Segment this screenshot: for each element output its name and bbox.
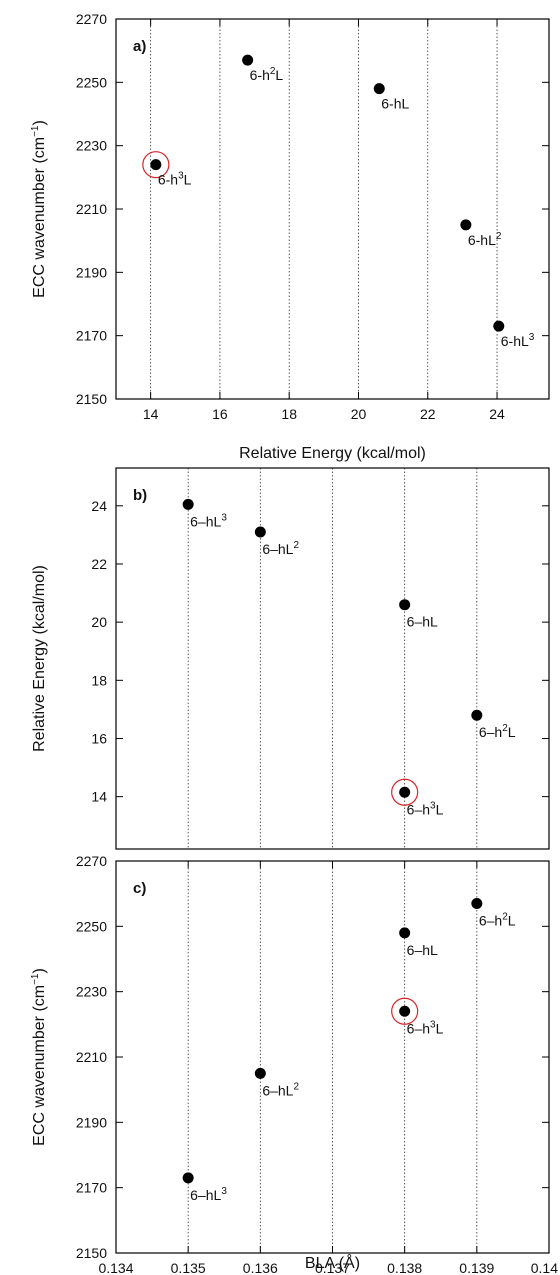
x-tick-label: 18 (281, 406, 297, 422)
data-point-label: 6–h3L (407, 1019, 444, 1036)
x-tick-label: 0.134 (98, 1260, 133, 1275)
y-axis-label-group: ECC wavenumber (cm−1) (30, 120, 48, 298)
y-tick-label: 2150 (76, 1245, 107, 1261)
highlight-circle (142, 151, 170, 179)
data-point-label: 6–h3L (407, 800, 444, 817)
y-tick-label: 22 (91, 556, 107, 572)
highlight-circle (391, 778, 419, 806)
y-axis-label: Relative Energy (kcal/mol) (31, 565, 48, 752)
data-point-label: 6–hL2 (262, 540, 299, 557)
x-axis-label: BLA (Å) (305, 1253, 360, 1272)
data-point-label: 6–hL3 (190, 1186, 227, 1203)
data-point (399, 927, 411, 939)
y-tick-label: 2210 (76, 201, 107, 217)
data-point-label: 6–h2L (479, 723, 516, 740)
y-tick-label: 2190 (76, 264, 107, 280)
chart-panel-2: 14 16 18 20 22 24 b) Relative Energy (kcal/mol)… (31, 467, 550, 850)
plot-frame (115, 467, 550, 850)
y-axis-label: ECC wavenumber (cm−1) (30, 120, 48, 298)
data-point-label: 6–hL3 (190, 512, 227, 529)
panel-label: a) (133, 38, 146, 55)
x-tick-label: 22 (420, 406, 436, 422)
y-axis-label-group: ECC wavenumber (cm−1) (30, 968, 48, 1146)
x-tick-label: 0.138 (387, 1260, 422, 1275)
y-tick-label: 2150 (76, 391, 107, 407)
data-point-label: 6-h2L (250, 66, 284, 83)
data-point (373, 83, 385, 95)
data-point (399, 786, 411, 798)
highlight-circle (391, 997, 419, 1025)
data-point (471, 897, 483, 909)
data-point (254, 526, 266, 538)
x-tick-label: 0.137 (315, 1260, 350, 1275)
y-tick-label: 2250 (76, 74, 107, 90)
y-tick-label: 2170 (76, 328, 107, 344)
data-point-label: 6–hL (407, 942, 438, 958)
y-tick-label: 2250 (76, 918, 107, 934)
y-tick-label: 2190 (76, 1114, 107, 1130)
data-point-label: 6-h3L (158, 171, 192, 188)
data-point (460, 219, 472, 231)
y-tick-label: 20 (91, 614, 107, 630)
plot-frame (115, 18, 550, 400)
data-point (182, 1172, 194, 1184)
x-tick-label: 24 (489, 406, 505, 422)
y-axis-label-group: Relative Energy (kcal/mol) (31, 565, 48, 752)
y-tick-label: 2230 (76, 984, 107, 1000)
data-point (182, 498, 194, 510)
x-tick-label: 0.136 (243, 1260, 278, 1275)
x-tick-label: 16 (212, 406, 228, 422)
data-point-label: 6–hL (407, 614, 438, 630)
y-tick-label: 18 (91, 672, 107, 688)
data-point (254, 1067, 266, 1079)
chart-panel-1: 2150 2170 2190 2210 2230 2250 2270 14 16 18 20 22 24… (30, 11, 550, 462)
y-tick-label: 2210 (76, 1049, 107, 1065)
data-point (242, 54, 254, 66)
panel-label: b) (133, 487, 147, 504)
y-tick-label: 2270 (76, 853, 107, 869)
data-point (399, 1005, 411, 1017)
data-point-label: 6–h2L (479, 911, 516, 928)
x-tick-label: 20 (351, 406, 367, 422)
y-tick-label: 24 (91, 498, 107, 514)
x-axis-label: Relative Energy (kcal/mol) (239, 445, 426, 462)
data-point (471, 709, 483, 721)
data-point-label: 6-hL3 (501, 332, 535, 349)
x-tick-label: 0.139 (459, 1260, 494, 1275)
data-point (399, 599, 411, 611)
chart-panel-3: 2150 2170 2190 2210 2230 2250 2270 0.134 0.135 0.… (30, 853, 558, 1275)
y-tick-label: 14 (91, 789, 107, 805)
x-tick-label: 0.135 (171, 1260, 206, 1275)
y-tick-label: 2170 (76, 1180, 107, 1196)
data-point-label: 6–hL2 (262, 1081, 299, 1098)
data-point (150, 159, 162, 171)
panel-label: c) (133, 880, 146, 897)
x-tick-label: 0.14 (531, 1260, 558, 1275)
y-tick-label: 2230 (76, 138, 107, 154)
data-point-label: 6-hL (381, 96, 409, 112)
y-axis-label: ECC wavenumber (cm−1) (30, 968, 48, 1146)
x-tick-label: 14 (143, 406, 159, 422)
y-tick-label: 2270 (76, 11, 107, 27)
data-point-label: 6-hL2 (468, 231, 502, 248)
data-point (493, 320, 505, 332)
y-tick-label: 16 (91, 730, 107, 746)
